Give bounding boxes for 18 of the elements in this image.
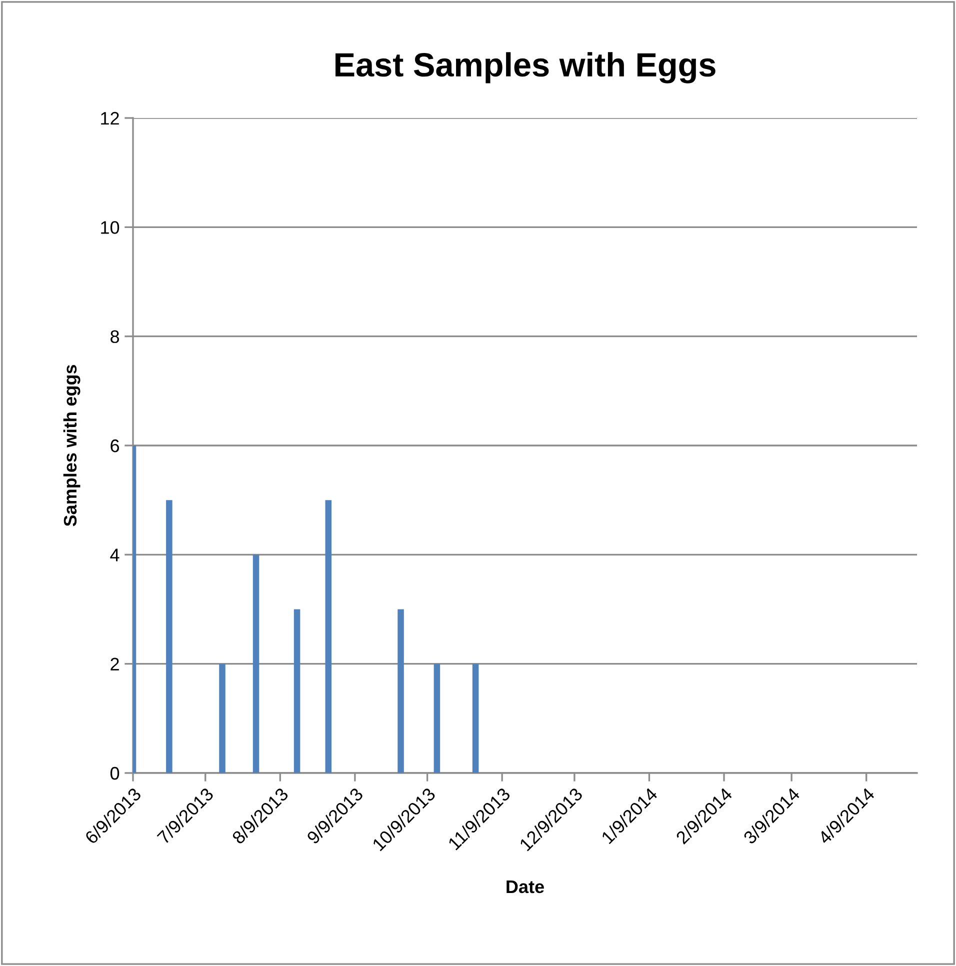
y-tick-label: 2: [110, 658, 119, 670]
bar: [434, 664, 440, 773]
y-tick-label: 0: [110, 766, 120, 780]
bar: [325, 500, 332, 773]
y-tick-label: 8: [110, 330, 120, 344]
chart-title: East Samples with Eggs: [336, 52, 716, 84]
bar: [472, 664, 479, 773]
y-tick-label: 4: [110, 548, 120, 562]
y-tick-label: 12: [101, 112, 119, 125]
y-tick-label: 6: [110, 439, 120, 452]
y-axis-title: Samples with eggs: [63, 364, 80, 526]
bar: [166, 500, 172, 773]
bar: [252, 554, 260, 773]
x-axis-title: Date: [506, 880, 544, 894]
y-tick-label: 10: [101, 221, 120, 234]
bar: [294, 609, 300, 773]
bar: [398, 609, 404, 773]
bar: [219, 664, 226, 773]
